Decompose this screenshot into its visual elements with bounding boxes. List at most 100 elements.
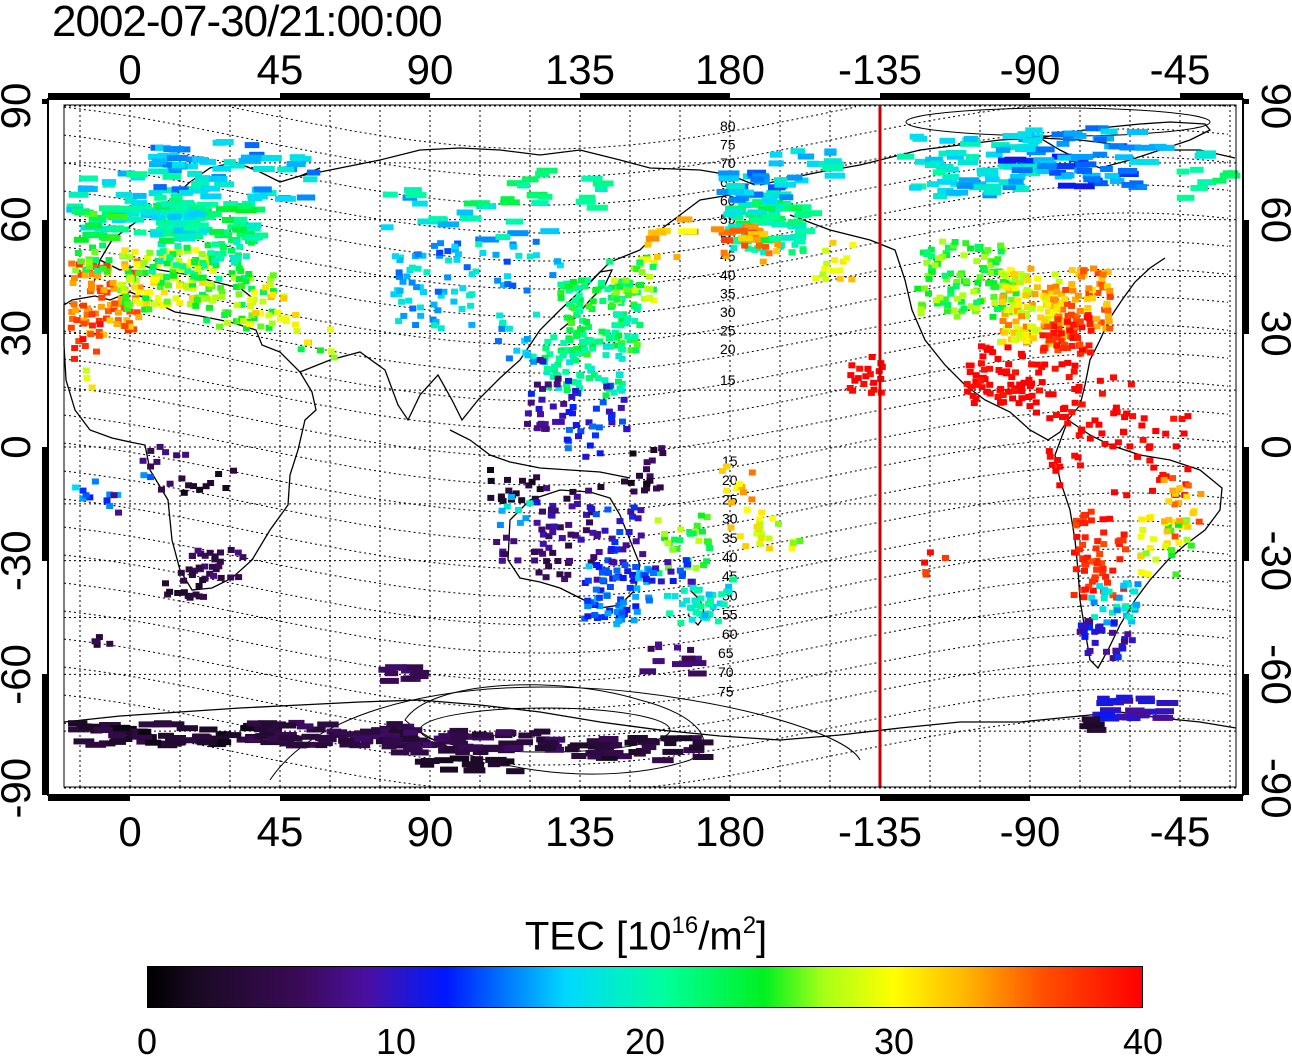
tec-sample	[703, 514, 711, 521]
frame-scale-bar	[880, 93, 1030, 99]
tec-sample	[769, 515, 777, 522]
tec-sample	[203, 295, 211, 302]
mag-contour	[63, 268, 1229, 346]
tec-sample	[627, 347, 635, 354]
tec-sample	[989, 313, 997, 320]
tec-sample	[656, 484, 664, 491]
tec-sample	[1101, 586, 1109, 593]
tec-sample	[701, 612, 709, 619]
tec-sample	[192, 157, 209, 163]
tec-sample	[453, 256, 461, 263]
tec-sample	[106, 317, 114, 324]
tec-sample	[757, 530, 765, 537]
tec-sample	[212, 139, 227, 146]
tec-sample	[729, 196, 747, 203]
tec-sample	[967, 245, 975, 252]
tec-sample	[748, 469, 756, 476]
tec-sample	[1041, 318, 1049, 325]
tec-sample	[765, 535, 773, 542]
tec-sample	[179, 263, 187, 270]
tec-sample	[914, 285, 922, 292]
tec-sample	[1062, 135, 1075, 142]
tec-sample	[126, 171, 148, 178]
tec-sample	[962, 240, 970, 247]
tec-sample	[1022, 313, 1030, 320]
tec-sample	[88, 384, 96, 391]
tec-sample	[866, 371, 874, 378]
frame-scale-bar	[1243, 447, 1249, 561]
tec-sample	[409, 305, 417, 312]
tec-sample	[615, 378, 622, 385]
tec-sample	[629, 450, 637, 457]
colorbar-title: TEC [1016/m2]	[524, 912, 768, 959]
tec-sample	[729, 576, 737, 583]
tec-sample	[209, 563, 216, 570]
tec-sample	[160, 201, 178, 208]
tec-sample	[248, 285, 256, 292]
tec-sample	[598, 280, 606, 286]
tec-sample	[124, 305, 132, 312]
tec-sample	[760, 249, 768, 256]
map-timestamp-title: 2002-07-30/21:00:00	[52, 0, 443, 46]
tec-sample	[611, 322, 619, 329]
top-lon-label: 90	[407, 46, 454, 93]
tec-sample	[756, 540, 764, 547]
tec-sample	[560, 340, 568, 346]
tec-sample	[843, 255, 851, 262]
tec-sample	[408, 264, 416, 271]
tec-sample	[1045, 332, 1053, 339]
tec-sample	[1022, 331, 1030, 338]
tec-sample	[923, 259, 931, 266]
tec-sample	[359, 733, 380, 740]
tec-sample	[157, 223, 175, 230]
tec-sample	[241, 274, 249, 281]
tec-sample	[182, 451, 190, 458]
tec-sample	[1099, 565, 1107, 572]
tec-sample	[585, 487, 593, 494]
tec-sample	[1052, 412, 1060, 418]
tec-sample	[729, 227, 748, 234]
contour-label: 20	[720, 341, 736, 357]
tec-sample	[1016, 381, 1024, 388]
frame-scale-bar	[1243, 220, 1249, 334]
tec-sample	[181, 737, 195, 744]
tec-sample	[1015, 387, 1022, 394]
tec-sample	[589, 423, 596, 430]
tec-sample	[568, 347, 576, 354]
tec-sample	[716, 600, 724, 607]
tec-sample	[552, 418, 560, 425]
tec-sample	[692, 609, 700, 616]
tec-sample	[402, 675, 416, 682]
tec-sample	[773, 248, 781, 255]
tec-sample	[571, 285, 578, 292]
tec-sample	[615, 617, 623, 624]
tec-sample	[247, 275, 255, 281]
bottom-lon-label: 180	[695, 808, 765, 855]
tec-sample	[725, 583, 733, 590]
tec-sample	[95, 317, 103, 324]
contour-label: 60	[722, 626, 738, 642]
tec-sample	[1078, 273, 1085, 280]
tec-sample	[1106, 288, 1114, 295]
tec-sample	[926, 181, 939, 188]
tec-sample	[664, 592, 671, 599]
tec-sample	[994, 306, 1001, 312]
tec-sample	[558, 535, 566, 541]
tec-sample	[149, 230, 163, 237]
tec-sample	[750, 176, 765, 183]
tec-sample	[553, 381, 561, 388]
tec-sample	[216, 558, 224, 565]
tec-sample	[166, 155, 188, 161]
tec-sample	[1036, 305, 1044, 312]
tec-sample	[1187, 542, 1195, 549]
tec-sample	[1023, 163, 1043, 170]
tec-sample	[688, 616, 696, 623]
tec-sample	[296, 723, 314, 730]
tec-sample	[923, 249, 931, 256]
tec-sample	[560, 350, 567, 357]
tec-sample	[634, 515, 642, 522]
tec-sample	[450, 733, 468, 740]
tec-sample	[174, 243, 182, 250]
tec-sample	[689, 584, 697, 591]
tec-sample	[641, 744, 657, 751]
